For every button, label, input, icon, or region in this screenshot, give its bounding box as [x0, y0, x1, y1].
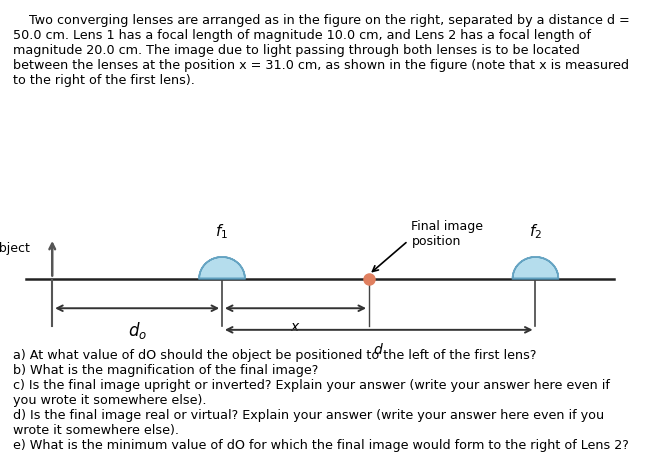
PathPatch shape	[199, 257, 245, 279]
Text: Two converging lenses are arranged as in the figure on the right, separated by a: Two converging lenses are arranged as in…	[13, 14, 629, 87]
PathPatch shape	[513, 257, 558, 279]
Text: $x$: $x$	[290, 320, 301, 334]
Text: a) At what value of dO should the object be positioned to the left of the first : a) At what value of dO should the object…	[13, 348, 629, 452]
Text: $f_1$: $f_1$	[215, 222, 229, 241]
Text: $f_2$: $f_2$	[529, 222, 542, 241]
Text: Final image
position: Final image position	[411, 220, 483, 248]
Text: $d_o$: $d_o$	[127, 320, 147, 341]
Text: Object: Object	[0, 242, 30, 255]
Text: $d$: $d$	[374, 342, 384, 357]
